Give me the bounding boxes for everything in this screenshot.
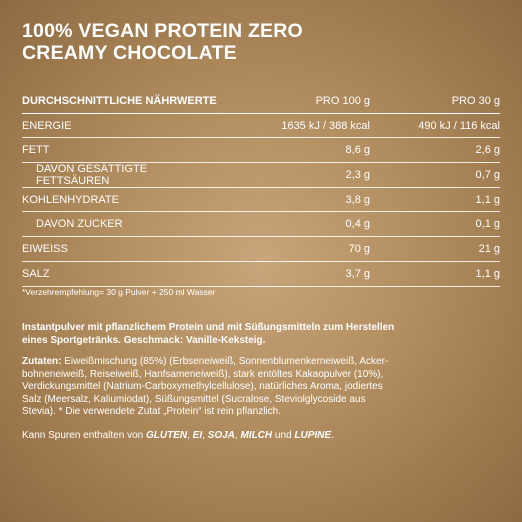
table-row-energy: ENERGIE 1635 kJ / 388 kcal 490 kJ / 116 … — [22, 114, 500, 139]
ingredients-list: Zutaten: Eiweißmischung (85%) (Erbseneiw… — [22, 356, 502, 419]
header-col-30g: PRO 30 g — [451, 94, 500, 107]
product-description: Instantpulver mit pflanzlichem Protein u… — [22, 322, 502, 347]
row-label: DAVON GESÄTTIGTE FETTSÄUREN — [36, 162, 148, 187]
allergen-egg: EI — [192, 430, 203, 441]
allergen-gluten: GLUTEN — [145, 430, 188, 441]
title-line-2: CREAMY CHOCOLATE — [22, 42, 237, 64]
ingredients-line-5: Stevia). * Die verwendete Zutat „Protein… — [22, 406, 281, 418]
allergen-notice: Kann Spuren enthalten von GLUTEN, EI, SO… — [22, 430, 502, 443]
ingredients-line-1: Zutaten: Eiweißmischung (85%) (Erbseneiw… — [22, 356, 502, 369]
table-row-protein: EIWEISS 70 g 21 g — [22, 237, 500, 262]
allergen-separator: , — [187, 430, 193, 441]
row-value-100g: 3,8 g — [345, 193, 370, 206]
title-line-1: 100% VEGAN PROTEIN ZERO — [22, 20, 303, 42]
row-value-100g: 70 g — [348, 242, 370, 255]
allergen-separator: , — [234, 430, 241, 441]
ingredients-line-2: bohneneiweiß, Reiseiweiß, Hanfsameneiwei… — [22, 368, 384, 380]
row-label: ENERGIE — [22, 119, 72, 132]
ingredients-text: Eiweißmischung (85%) (Erbseneiweiß, Sonn… — [61, 356, 389, 367]
allergen-separator: , — [202, 430, 208, 441]
row-value-30g: 0,7 g — [475, 168, 500, 181]
row-value-100g: 2,3 g — [345, 168, 370, 181]
allergen-prefix: Kann Spuren enthalten von — [22, 430, 146, 441]
row-value-100g: 8,6 g — [345, 144, 370, 157]
table-header: DURCHSCHNITTLICHE NÄHRWERTE PRO 100 g PR… — [22, 89, 500, 114]
allergen-end: . — [331, 430, 334, 441]
table-row-carbohydrates: KOHLENHYDRATE 3,8 g 1,1 g — [22, 188, 500, 213]
product-title: 100% VEGAN PROTEIN ZERO CREAMY CHOCOLATE — [22, 20, 303, 64]
serving-note: *Verzehrempfehlung= 30 g Pulver + 250 ml… — [22, 287, 216, 297]
row-value-100g: 1635 kJ / 388 kcal — [281, 119, 370, 132]
table-row-fat: FETT 8,6 g 2,6 g — [22, 138, 500, 164]
row-value-30g: 21 g — [478, 242, 500, 255]
row-label: FETT — [22, 144, 50, 157]
table-row-salt: SALZ 3,7 g 1,1 g — [22, 262, 500, 287]
row-label: EIWEISS — [22, 242, 68, 255]
row-label: DAVON ZUCKER — [36, 218, 123, 231]
ingredients-line-3: Verdickungsmittel (Natrium-Carboxymethyl… — [22, 381, 383, 393]
row-value-30g: 1,1 g — [475, 193, 500, 206]
nutrition-table: DURCHSCHNITTLICHE NÄHRWERTE PRO 100 g PR… — [22, 89, 500, 287]
row-value-100g: 3,7 g — [345, 267, 370, 280]
description-line-1: Instantpulver mit pflanzlichem Protein u… — [22, 322, 395, 333]
row-value-30g: 0,1 g — [475, 218, 500, 231]
row-value-30g: 2,6 g — [475, 144, 500, 157]
header-col-100g: PRO 100 g — [315, 94, 370, 107]
description-line-2: eines Sportgetränks. Geschmack: Vanille-… — [22, 334, 266, 346]
table-row-sugar: DAVON ZUCKER 0,4 g 0,1 g — [22, 212, 500, 238]
allergen-lupine: LUPINE — [294, 430, 332, 441]
allergen-milk: MILCH — [240, 430, 273, 441]
row-label: KOHLENHYDRATE — [22, 193, 119, 206]
table-row-saturated-fat: DAVON GESÄTTIGTE FETTSÄUREN 2,3 g 0,7 g — [22, 163, 500, 188]
ingredients-line-4: Salz (Meersalz, Kaliumiodat), Süßungsmit… — [22, 393, 366, 405]
ingredients-label: Zutaten: — [22, 356, 62, 367]
row-value-100g: 0,4 g — [345, 218, 370, 231]
row-value-30g: 1,1 g — [475, 267, 500, 280]
allergen-separator: und — [272, 430, 295, 441]
header-label: DURCHSCHNITTLICHE NÄHRWERTE — [22, 94, 217, 107]
row-value-30g: 490 kJ / 116 kcal — [418, 119, 500, 132]
row-label: SALZ — [22, 267, 50, 280]
allergen-soy: SOJA — [207, 430, 235, 441]
